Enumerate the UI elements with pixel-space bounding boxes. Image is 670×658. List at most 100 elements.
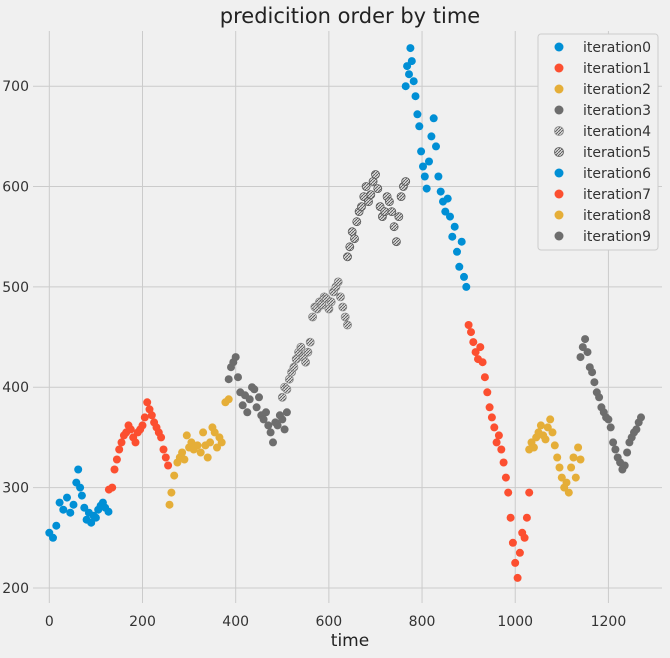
data-point <box>536 421 545 430</box>
data-point <box>182 431 191 440</box>
data-point <box>436 187 445 196</box>
data-point <box>520 533 529 542</box>
legend-marker <box>554 147 564 157</box>
data-point <box>429 114 438 123</box>
data-point <box>245 395 254 404</box>
y-tick-label: 300 <box>2 481 29 497</box>
legend-marker <box>554 231 564 241</box>
data-point <box>213 443 221 452</box>
data-point <box>420 172 429 181</box>
data-point <box>69 500 78 509</box>
data-point <box>455 262 464 271</box>
y-tick-label: 600 <box>2 180 29 196</box>
data-point <box>553 453 562 462</box>
data-point <box>296 342 306 352</box>
data-point <box>231 353 240 362</box>
legend-marker <box>554 168 564 178</box>
data-point <box>131 438 140 447</box>
data-point <box>476 343 485 352</box>
data-point <box>460 272 468 281</box>
data-point <box>411 92 420 101</box>
data-point <box>264 421 273 430</box>
data-point <box>487 413 496 422</box>
series-iteration7 <box>464 321 534 582</box>
series-iteration2 <box>165 395 233 509</box>
data-point <box>187 438 196 447</box>
data-point <box>203 453 212 462</box>
data-point <box>405 70 413 79</box>
data-point <box>504 488 513 497</box>
data-point <box>87 518 96 527</box>
data-point <box>511 558 520 567</box>
legend: iteration0 iteration1 iteration2 iteration3… <box>537 33 659 251</box>
data-point <box>578 343 587 352</box>
series-iteration6 <box>401 44 471 291</box>
data-point <box>238 401 247 410</box>
data-point <box>303 347 313 357</box>
data-point <box>550 441 559 450</box>
data-point <box>492 438 501 447</box>
data-point <box>499 458 508 467</box>
data-point <box>59 505 68 514</box>
data-point <box>569 453 578 462</box>
data-point <box>422 184 431 193</box>
data-point <box>196 448 205 457</box>
data-point <box>224 375 233 384</box>
data-point <box>446 212 454 221</box>
data-point <box>66 508 75 517</box>
y-tick-label: 500 <box>2 280 29 296</box>
data-point <box>361 182 371 191</box>
data-point <box>401 82 410 91</box>
data-point <box>340 312 350 322</box>
data-point <box>170 471 179 480</box>
data-point <box>301 357 311 367</box>
data-point <box>529 443 538 452</box>
legend-marker <box>554 84 564 94</box>
data-point <box>494 431 503 440</box>
data-point <box>63 493 71 502</box>
data-point <box>343 252 352 262</box>
data-point <box>308 312 318 322</box>
series-iteration1 <box>104 398 173 494</box>
data-point <box>546 415 555 424</box>
data-point <box>371 170 380 179</box>
data-point <box>387 207 397 217</box>
data-point <box>338 302 348 312</box>
data-point <box>210 428 219 437</box>
data-point <box>159 445 168 454</box>
data-point <box>243 408 252 417</box>
y-tick-label: 200 <box>2 581 29 597</box>
series-iteration8 <box>525 415 585 497</box>
data-point <box>443 194 452 203</box>
data-point <box>178 448 187 457</box>
data-point <box>350 234 359 244</box>
data-point <box>167 488 176 497</box>
data-point <box>145 405 154 414</box>
x-axis-label: time <box>331 631 369 651</box>
data-point <box>415 122 424 131</box>
data-point <box>117 438 126 447</box>
x-tick-label: 400 <box>222 614 249 630</box>
data-point <box>266 428 275 437</box>
x-tick-label: 0 <box>45 614 54 630</box>
data-point <box>77 491 86 500</box>
data-point <box>234 373 242 382</box>
legend-label: iteration8 <box>583 208 651 224</box>
legend-marker <box>554 63 564 73</box>
series-iteration0 <box>45 465 113 542</box>
data-point <box>413 110 422 119</box>
data-point <box>262 408 270 417</box>
data-point <box>76 483 85 492</box>
data-point <box>515 548 524 557</box>
legend-marker <box>554 105 564 115</box>
data-point <box>564 488 573 497</box>
legend-label: iteration0 <box>583 40 651 56</box>
data-point <box>112 455 121 464</box>
data-point <box>490 423 499 432</box>
data-point <box>282 408 291 417</box>
legend-label: iteration1 <box>583 61 651 77</box>
data-point <box>401 177 411 186</box>
data-point <box>407 57 416 66</box>
data-point <box>480 373 489 382</box>
data-point <box>469 338 478 347</box>
